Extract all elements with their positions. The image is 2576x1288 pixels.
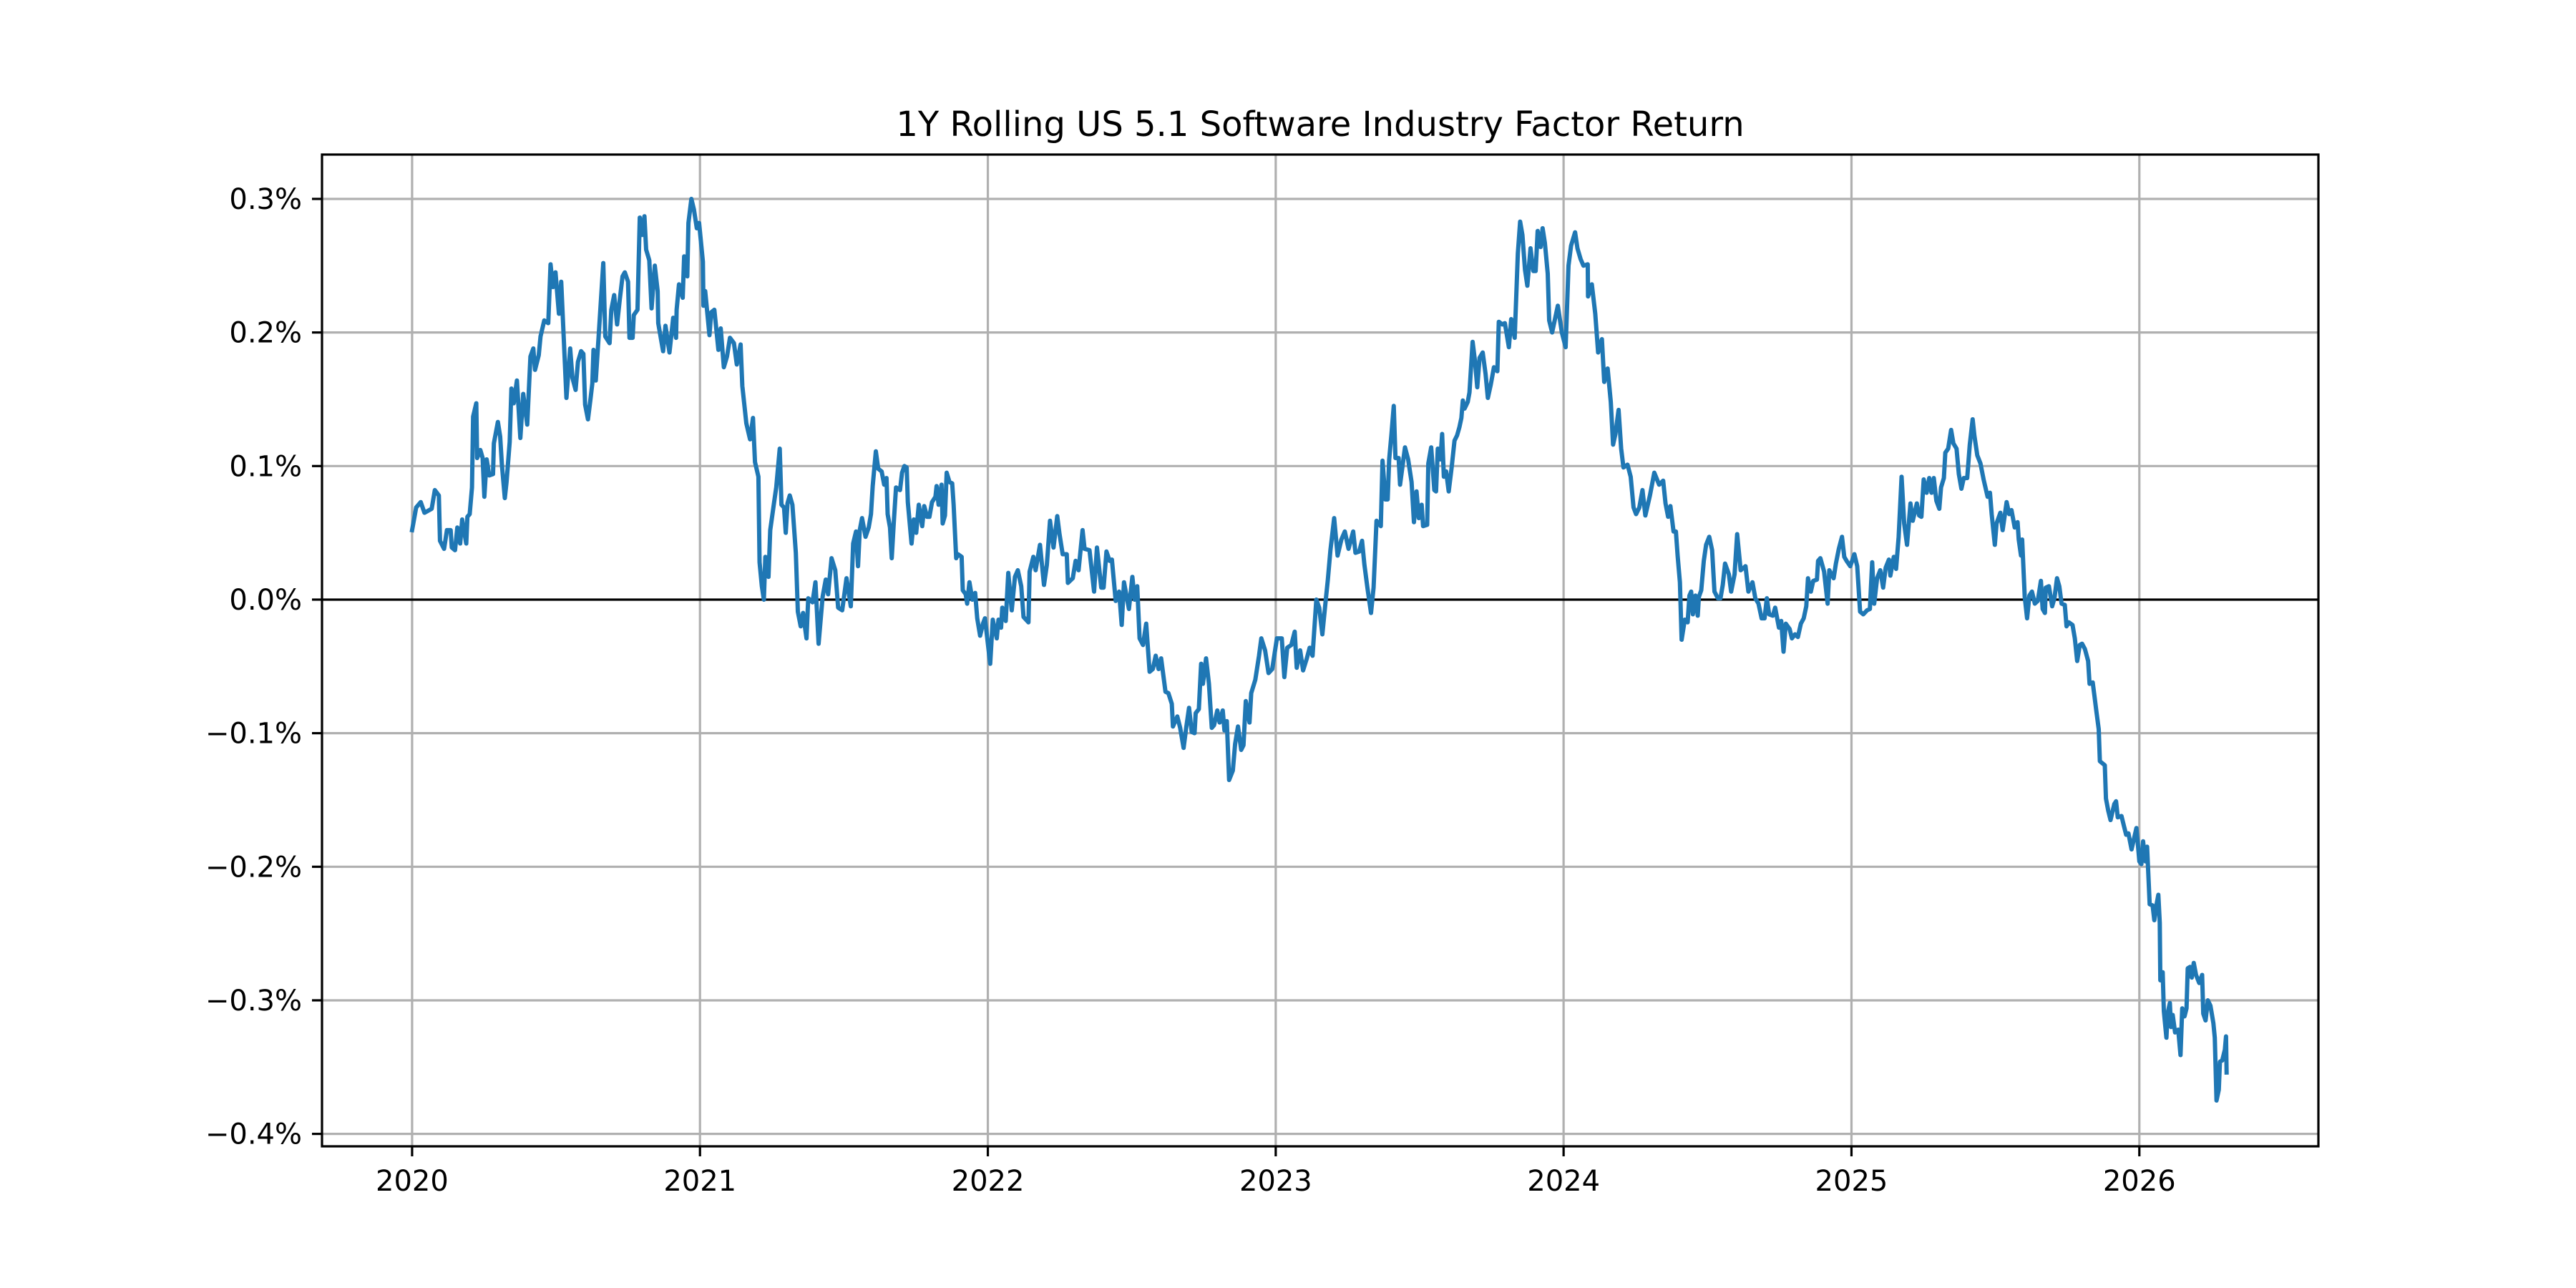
y-tick-label: 0.1% — [229, 450, 302, 483]
x-tick-label: 2020 — [376, 1165, 449, 1198]
x-tick-label: 2021 — [663, 1165, 736, 1198]
axes-frame — [321, 153, 2320, 1148]
x-tick-label: 2024 — [1527, 1165, 1600, 1198]
x-tick-label: 2025 — [1815, 1165, 1888, 1198]
x-tick-label: 2022 — [952, 1165, 1025, 1198]
y-axis: 0.3% 0.2% 0.1% 0.0% −0.1% −0.2% −0.3% −0.4% — [205, 183, 322, 1151]
y-tick-label: −0.3% — [205, 985, 302, 1018]
y-tick-label: 0.0% — [229, 584, 302, 617]
x-tick-label: 2023 — [1239, 1165, 1312, 1198]
chart-title: 1Y Rolling US 5.1 Software Industry Fact… — [896, 104, 1744, 145]
y-tick-label: −0.2% — [205, 851, 302, 884]
y-gridlines — [322, 197, 2318, 1136]
series-layer — [409, 197, 2229, 1103]
y-tick-label: 0.3% — [229, 183, 302, 216]
series-line-0 — [409, 197, 2229, 1103]
x-axis: 2020 2021 2022 2023 2024 2025 2026 — [376, 1146, 2176, 1198]
y-tick-label: −0.4% — [205, 1118, 302, 1151]
x-tick-label: 2026 — [2103, 1165, 2176, 1198]
y-tick-label: 0.2% — [229, 317, 302, 350]
y-tick-label: −0.1% — [205, 718, 302, 751]
